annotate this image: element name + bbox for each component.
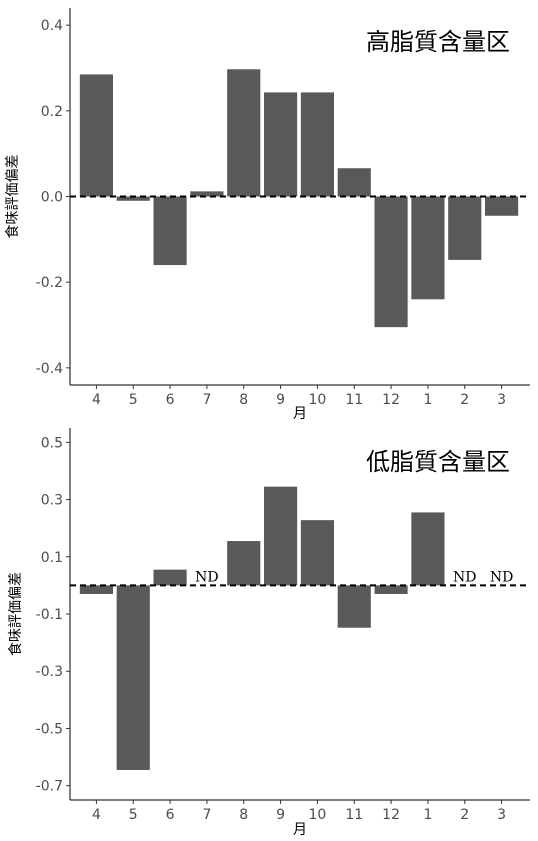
bar-1 — [411, 196, 445, 300]
nd-label: ND — [490, 569, 513, 585]
chart-panel-1: -0.4-0.20.00.20.44 5 6 7 8 9 10 11 12 1 2 3月食味評価偏差高… — [4, 8, 530, 422]
bar-9 — [264, 486, 298, 586]
x-tick-label: 5 — [129, 807, 138, 823]
x-tick-label: 3 — [497, 807, 506, 823]
x-tick-label: 8 — [239, 392, 248, 408]
y-tick-label: 0.2 — [41, 104, 63, 120]
x-tick-label: 3 — [497, 392, 506, 408]
x-tick-label: 7 — [202, 392, 211, 408]
y-axis-title: 食味評価偏差 — [7, 572, 24, 656]
bar-10 — [300, 520, 334, 586]
bar-12 — [374, 585, 408, 594]
x-tick-label: 9 — [276, 392, 285, 408]
panel-title: 低脂質含量区 — [366, 448, 510, 476]
x-tick-label: 6 — [166, 807, 175, 823]
x-axis-title: 月 — [293, 822, 307, 838]
bar-8 — [227, 541, 261, 586]
x-tick-label: 1 — [423, 392, 432, 408]
y-tick-label: -0.3 — [36, 664, 63, 680]
y-tick-label: -0.2 — [36, 275, 63, 291]
bar-9 — [264, 92, 298, 197]
x-tick-label: 5 — [129, 392, 138, 408]
x-tick-label: 4 — [92, 392, 101, 408]
bar-10 — [300, 92, 334, 197]
x-tick-label: 1 — [423, 807, 432, 823]
x-tick-label: 8 — [239, 807, 248, 823]
x-tick-label: 11 — [345, 392, 363, 408]
panel-title: 高脂質含量区 — [366, 28, 510, 56]
y-tick-label: -0.4 — [36, 361, 63, 377]
bar-12 — [374, 196, 408, 328]
y-tick-label: 0.4 — [41, 18, 63, 34]
x-tick-label: 10 — [309, 392, 327, 408]
bar-5 — [116, 196, 150, 201]
x-tick-label: 12 — [382, 807, 400, 823]
x-tick-label: 4 — [92, 807, 101, 823]
y-tick-label: -0.5 — [36, 721, 63, 737]
x-tick-label: 2 — [460, 392, 469, 408]
x-axis-title: 月 — [293, 406, 307, 422]
bar-4 — [79, 585, 113, 594]
y-tick-label: -0.1 — [36, 607, 63, 623]
x-tick-label: 12 — [382, 392, 400, 408]
bar-11 — [337, 585, 371, 628]
y-tick-label: -0.7 — [36, 779, 63, 795]
x-tick-label: 9 — [276, 807, 285, 823]
x-tick-label: 10 — [309, 807, 327, 823]
bar-8 — [227, 69, 261, 197]
nd-label: ND — [453, 569, 476, 585]
bar-3 — [485, 196, 519, 216]
x-tick-label: 11 — [345, 807, 363, 823]
bar-1 — [411, 512, 445, 586]
bar-11 — [337, 168, 371, 197]
y-tick-label: 0.3 — [41, 493, 63, 509]
y-tick-label: 0.1 — [41, 550, 63, 566]
bar-2 — [448, 196, 482, 260]
y-tick-label: 0.5 — [41, 435, 63, 451]
bar-7 — [190, 191, 224, 197]
bar-5 — [116, 585, 150, 770]
bar-4 — [79, 74, 113, 197]
bar-6 — [153, 196, 187, 266]
x-tick-label: 6 — [166, 392, 175, 408]
y-tick-label: 0.0 — [41, 190, 63, 206]
chart-panel-2: -0.7 -0.5 -0.3 -0.1 0.1 0.3 0.5 ND ND ND 4 5 6 7 8 9 10 1… — [7, 428, 530, 838]
x-tick-label: 7 — [202, 807, 211, 823]
bar-6 — [153, 569, 187, 586]
y-axis-title: 食味評価偏差 — [4, 155, 21, 239]
x-tick-label: 2 — [460, 807, 469, 823]
nd-label: ND — [195, 569, 218, 585]
